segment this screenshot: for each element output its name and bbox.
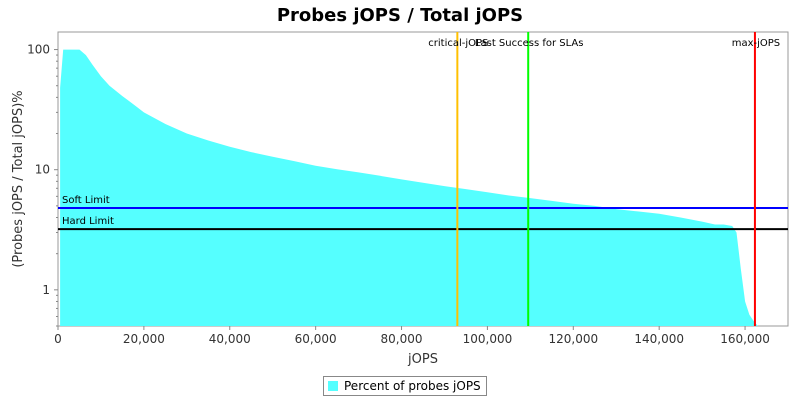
chart-title: Probes jOPS / Total jOPS [277, 5, 523, 26]
y-tick-label: 100 [27, 43, 50, 57]
x-tick-label: 40,000 [209, 332, 251, 346]
x-tick-label: 160,000 [720, 332, 770, 346]
series-area-0 [60, 49, 789, 326]
y-tick-label: 1 [42, 283, 50, 297]
x-tick-label: 0 [54, 332, 62, 346]
x-axis-label: jOPS [407, 352, 438, 367]
vline-label-0: critical-jOPS [428, 38, 488, 49]
x-axis-ticks: 0 20,000 40,000 60,000 80,000 100,000 120,000 1… [54, 326, 770, 346]
series-layer [60, 49, 789, 326]
x-tick-label: 100,000 [463, 332, 513, 346]
y-axis-label: (Probes jOPS / Total jOPS)% [11, 90, 26, 267]
y-axis-ticks: 1 10 100 [27, 43, 58, 327]
legend-label: Percent of probes jOPS [344, 379, 481, 393]
legend: Percent of probes jOPS [323, 376, 487, 396]
horizontal-lines: Soft Limit Hard Limit [58, 195, 788, 231]
x-tick-label: 140,000 [634, 332, 684, 346]
vline-label-2: max-jOPS [732, 38, 780, 49]
x-tick-label: 60,000 [295, 332, 337, 346]
hline-label-1: Hard Limit [62, 216, 114, 227]
vline-label-1: Last Success for SLAs [475, 38, 584, 49]
y-tick-label: 10 [35, 163, 50, 177]
x-tick-label: 20,000 [123, 332, 165, 346]
x-tick-label: 80,000 [381, 332, 423, 346]
x-tick-label: 120,000 [548, 332, 598, 346]
hline-label-0: Soft Limit [62, 195, 110, 206]
legend-swatch [328, 381, 338, 391]
